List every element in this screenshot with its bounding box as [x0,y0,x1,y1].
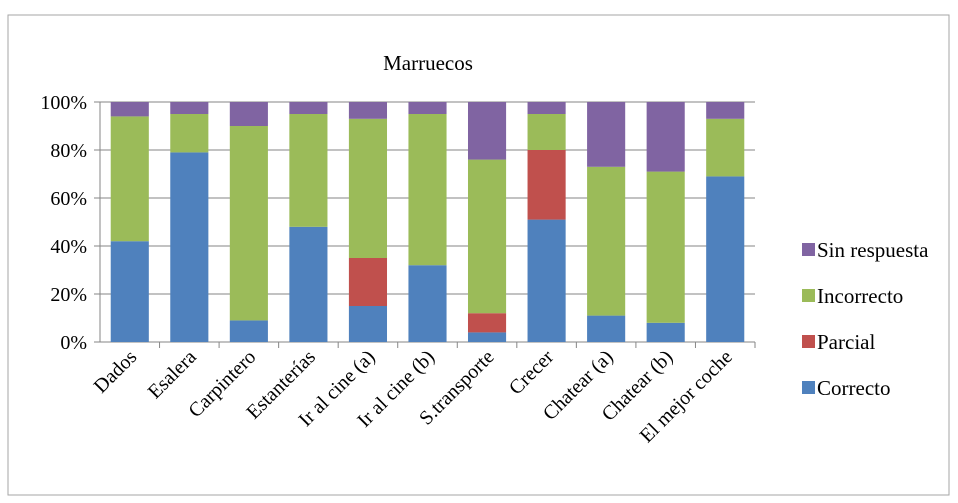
legend-swatch-sin-respuesta [802,243,815,256]
bar-incorrecto-chatear-b [646,171,685,323]
bar-parcial-crecer [527,150,566,220]
bar-sin-respuesta-s-transporte [467,102,507,160]
bar-incorrecto-crecer [527,114,566,150]
bar-parcial-ir-al-cine-a [348,258,388,306]
bar-correcto-crecer [527,219,566,342]
legend-swatch-parcial [802,335,815,348]
bar-correcto-ir-al-cine-b [408,265,447,342]
bar-incorrecto-ir-al-cine-a [348,118,388,258]
legend-label-incorrecto: Incorrecto [817,284,903,308]
bar-sin-respuesta-chatear-b [646,102,685,172]
y-tick-label: 60% [50,188,87,210]
y-tick-label: 100% [40,92,87,114]
bar-correcto-esalera [170,152,209,342]
y-tick-label: 80% [50,140,87,162]
bar-sin-respuesta-ir-al-cine-a [348,102,388,119]
bar-sin-respuesta-chatear-a [587,102,626,167]
y-axis-labels: 0% 20% 40% 60% 80% 100% [40,92,87,354]
legend-label-sin-respuesta: Sin respuesta [817,238,929,262]
bar-incorrecto-carpintero [229,126,268,321]
legend-swatch-incorrecto [802,289,815,302]
bar-incorrecto-ir-al-cine-b [408,114,447,266]
y-tick-label: 0% [60,332,87,354]
bar-sin-respuesta-crecer [527,102,566,114]
legend: Sin respuesta Incorrecto Parcial Correcto [802,238,929,400]
bar-sin-respuesta-el-mejor-coche [706,102,745,119]
bar-incorrecto-chatear-a [587,166,626,316]
bar-sin-respuesta-dados [110,102,149,117]
bar-sin-respuesta-esalera [170,102,209,114]
bar-incorrecto-s-transporte [467,159,507,314]
y-tick-label: 40% [50,236,87,258]
y-tick-label: 20% [50,284,87,306]
bar-sin-respuesta-ir-al-cine-b [408,102,447,114]
bar-correcto-ir-al-cine-a [348,306,388,342]
bar-correcto-s-transporte [467,332,507,342]
chart-title: Marruecos [383,51,473,75]
bar-correcto-el-mejor-coche [706,176,745,342]
bar-sin-respuesta-carpintero [229,102,268,126]
bar-incorrecto-estanterias [289,114,328,227]
bar-correcto-chatear-a [587,315,626,342]
legend-swatch-correcto [802,381,815,394]
bar-correcto-chatear-b [646,322,685,342]
bar-correcto-estanterias [289,226,328,342]
bars [110,102,745,342]
bar-sin-respuesta-estanterias [289,102,328,114]
bar-incorrecto-el-mejor-coche [706,118,745,177]
legend-label-parcial: Parcial [817,330,875,354]
bar-correcto-carpintero [229,320,268,342]
bar-parcial-s-transporte [467,313,507,333]
legend-label-correcto: Correcto [817,376,890,400]
bar-incorrecto-dados [110,116,149,242]
bar-correcto-dados [110,241,149,342]
bar-incorrecto-esalera [170,114,209,153]
